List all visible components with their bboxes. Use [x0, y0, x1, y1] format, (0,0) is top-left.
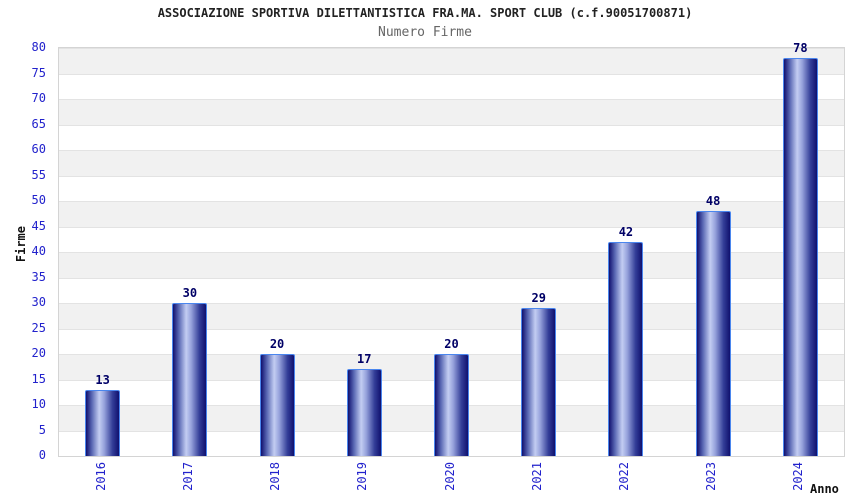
bar-2024 — [782, 58, 818, 456]
plot-area: 13 30 20 17 20 29 42 48 78 — [58, 41, 845, 457]
bar-value-label: 29 — [531, 291, 546, 306]
y-tick-label: 0 — [38, 448, 46, 462]
x-tick-label-2019: 2019 — [355, 462, 370, 491]
bar-2023 — [695, 211, 731, 456]
chart-subtitle: Numero Firme — [378, 25, 472, 40]
bar-value-label: 17 — [357, 352, 372, 367]
x-tick-label-2020: 2020 — [442, 462, 457, 491]
x-tick-label-2016: 2016 — [93, 462, 108, 491]
y-tick-label: 30 — [31, 295, 46, 309]
grid-band — [59, 175, 844, 201]
bar-value-label: 78 — [793, 41, 808, 56]
bar-value-label: 20 — [444, 337, 459, 351]
x-tick-label-2017: 2017 — [180, 462, 195, 491]
grid-band — [59, 73, 844, 99]
bar-2019 — [346, 369, 382, 456]
bar-value-label: 30 — [182, 286, 198, 300]
bar-value-label: 20 — [269, 337, 285, 351]
x-tick-label-2024: 2024 — [791, 462, 806, 491]
bar-2016 — [85, 389, 121, 456]
x-tick-label-2021: 2021 — [529, 462, 544, 491]
x-tick-label-2018: 2018 — [268, 462, 283, 491]
y-tick-label: 70 — [31, 91, 46, 105]
y-tick-label: 75 — [31, 65, 46, 80]
y-tick-label: 15 — [31, 371, 46, 386]
y-tick-label: 20 — [31, 346, 46, 360]
grid-band — [59, 99, 844, 125]
x-tick-label-2023: 2023 — [704, 462, 719, 491]
grid-band — [59, 124, 844, 150]
bar-2022 — [608, 241, 644, 456]
y-tick-label: 25 — [31, 320, 46, 335]
chart-title: ASSOCIAZIONE SPORTIVA DILETTANTISTICA FR… — [157, 6, 693, 20]
bar-value-label: 48 — [705, 194, 721, 209]
bar-value-label: 13 — [95, 372, 110, 387]
bar-2021 — [521, 308, 557, 456]
x-axis-label: Anno — [810, 482, 839, 496]
grid-band — [59, 150, 844, 176]
y-tick-label: 55 — [31, 167, 46, 182]
y-tick-label: 35 — [31, 269, 46, 284]
y-tick-label: 45 — [31, 218, 46, 233]
bar-2020 — [434, 354, 469, 456]
x-tick-label-2022: 2022 — [616, 462, 631, 491]
bar-2017 — [172, 303, 208, 456]
y-tick-label: 40 — [31, 244, 46, 258]
bar-value-label: 42 — [618, 224, 634, 239]
y-tick-label: 5 — [38, 422, 46, 437]
y-tick-label: 80 — [31, 40, 46, 54]
bar-2018 — [259, 354, 295, 456]
y-tick-label: 60 — [31, 142, 46, 156]
y-tick-label: 10 — [31, 397, 46, 411]
y-tick-label: 65 — [31, 116, 46, 131]
y-tick-label: 50 — [31, 193, 46, 207]
grid-band — [59, 48, 844, 74]
